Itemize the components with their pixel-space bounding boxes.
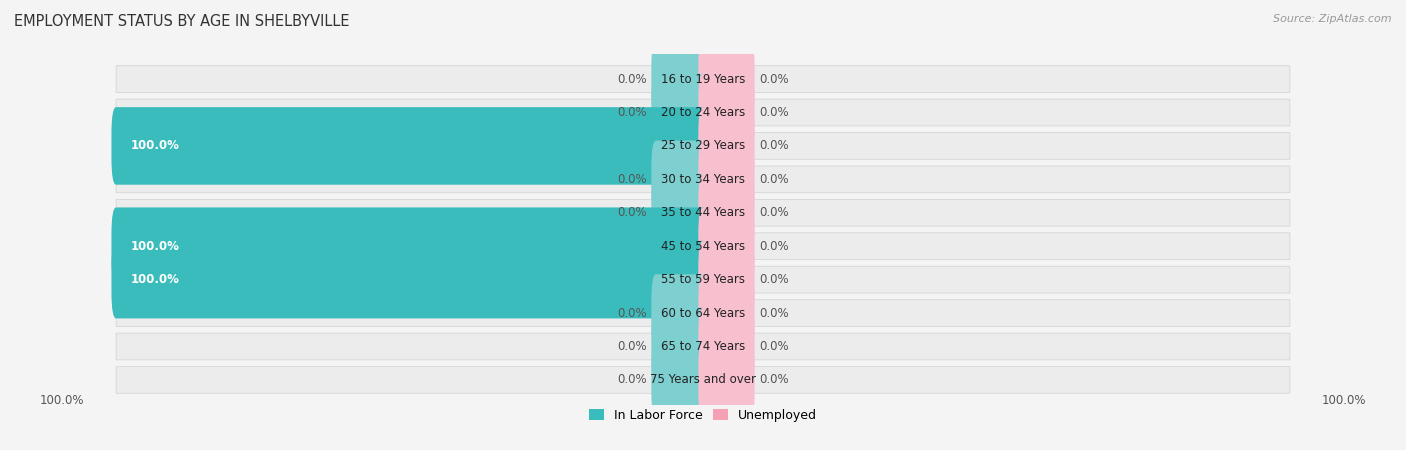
FancyBboxPatch shape (111, 207, 707, 285)
FancyBboxPatch shape (111, 241, 707, 319)
Text: 0.0%: 0.0% (759, 140, 789, 153)
Text: 0.0%: 0.0% (617, 106, 647, 119)
Text: 0.0%: 0.0% (759, 306, 789, 320)
FancyBboxPatch shape (699, 140, 755, 218)
FancyBboxPatch shape (699, 107, 755, 184)
Text: 0.0%: 0.0% (759, 72, 789, 86)
Text: 35 to 44 Years: 35 to 44 Years (661, 206, 745, 219)
FancyBboxPatch shape (117, 333, 1289, 360)
FancyBboxPatch shape (699, 274, 755, 352)
Text: 0.0%: 0.0% (617, 374, 647, 387)
Text: 100.0%: 100.0% (131, 140, 180, 153)
FancyBboxPatch shape (117, 367, 1289, 393)
FancyBboxPatch shape (699, 74, 755, 151)
Text: 100.0%: 100.0% (131, 240, 180, 253)
Text: 20 to 24 Years: 20 to 24 Years (661, 106, 745, 119)
FancyBboxPatch shape (111, 107, 707, 184)
Text: EMPLOYMENT STATUS BY AGE IN SHELBYVILLE: EMPLOYMENT STATUS BY AGE IN SHELBYVILLE (14, 14, 350, 28)
Text: 0.0%: 0.0% (759, 374, 789, 387)
FancyBboxPatch shape (651, 140, 707, 218)
Text: 0.0%: 0.0% (617, 173, 647, 186)
Text: 30 to 34 Years: 30 to 34 Years (661, 173, 745, 186)
FancyBboxPatch shape (699, 308, 755, 385)
Text: 65 to 74 Years: 65 to 74 Years (661, 340, 745, 353)
FancyBboxPatch shape (699, 40, 755, 118)
FancyBboxPatch shape (651, 40, 707, 118)
FancyBboxPatch shape (117, 266, 1289, 293)
Text: 100.0%: 100.0% (39, 394, 84, 407)
Text: 55 to 59 Years: 55 to 59 Years (661, 273, 745, 286)
FancyBboxPatch shape (651, 74, 707, 151)
FancyBboxPatch shape (699, 174, 755, 252)
Text: 0.0%: 0.0% (759, 340, 789, 353)
Text: 100.0%: 100.0% (131, 273, 180, 286)
Legend: In Labor Force, Unemployed: In Labor Force, Unemployed (583, 404, 823, 427)
Text: 0.0%: 0.0% (759, 273, 789, 286)
Text: 60 to 64 Years: 60 to 64 Years (661, 306, 745, 320)
Text: 0.0%: 0.0% (759, 240, 789, 253)
Text: Source: ZipAtlas.com: Source: ZipAtlas.com (1274, 14, 1392, 23)
FancyBboxPatch shape (699, 207, 755, 285)
FancyBboxPatch shape (117, 233, 1289, 260)
FancyBboxPatch shape (117, 133, 1289, 159)
Text: 0.0%: 0.0% (617, 72, 647, 86)
FancyBboxPatch shape (117, 66, 1289, 92)
Text: 25 to 29 Years: 25 to 29 Years (661, 140, 745, 153)
Text: 0.0%: 0.0% (759, 206, 789, 219)
FancyBboxPatch shape (651, 174, 707, 252)
FancyBboxPatch shape (117, 166, 1289, 193)
FancyBboxPatch shape (651, 274, 707, 352)
Text: 16 to 19 Years: 16 to 19 Years (661, 72, 745, 86)
Text: 0.0%: 0.0% (617, 306, 647, 320)
Text: 45 to 54 Years: 45 to 54 Years (661, 240, 745, 253)
FancyBboxPatch shape (117, 300, 1289, 326)
FancyBboxPatch shape (651, 308, 707, 385)
Text: 100.0%: 100.0% (1322, 394, 1367, 407)
Text: 75 Years and over: 75 Years and over (650, 374, 756, 387)
FancyBboxPatch shape (699, 341, 755, 419)
Text: 0.0%: 0.0% (759, 173, 789, 186)
Text: 0.0%: 0.0% (617, 340, 647, 353)
Text: 0.0%: 0.0% (759, 106, 789, 119)
FancyBboxPatch shape (699, 241, 755, 319)
FancyBboxPatch shape (117, 199, 1289, 226)
FancyBboxPatch shape (651, 341, 707, 419)
FancyBboxPatch shape (117, 99, 1289, 126)
Text: 0.0%: 0.0% (617, 206, 647, 219)
